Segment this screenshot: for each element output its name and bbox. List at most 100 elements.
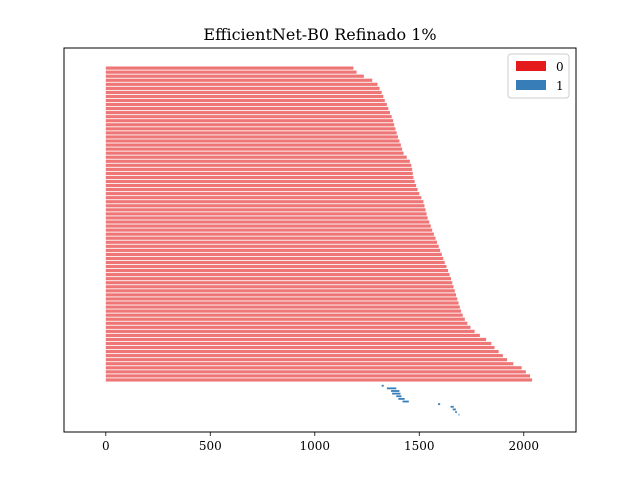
bar-series-0 (105, 256, 444, 261)
bar-series-0 (105, 329, 475, 333)
bar-series-0 (105, 131, 397, 135)
bar-series-0 (105, 216, 428, 220)
bar-series-0 (105, 285, 454, 289)
x-axis: 0 500 1000 1500 2000 (102, 432, 539, 453)
bar-series-0 (105, 228, 433, 232)
bar-series-0 (105, 82, 378, 86)
bar-series-0 (105, 224, 431, 228)
bar-series-1 (458, 413, 460, 416)
bar-series-1 (398, 397, 405, 400)
bar-series-0 (105, 301, 459, 305)
bar-series-0 (105, 151, 404, 155)
bar-series-0 (105, 200, 424, 204)
bar-series-0 (105, 244, 439, 248)
bar-series-0 (105, 252, 442, 256)
plot-frame (63, 47, 577, 433)
bar-series-0 (105, 321, 468, 325)
bar-series-1 (396, 395, 402, 398)
bar-series-0 (105, 188, 418, 192)
bar-series-0 (105, 313, 463, 317)
bar-series-0 (105, 325, 471, 329)
bar-series-0 (105, 337, 487, 342)
bar-series-0 (105, 74, 364, 78)
bar-series-0 (105, 208, 426, 212)
bar-series-0 (105, 309, 462, 313)
bar-series-0 (105, 354, 503, 358)
bar-series-0 (105, 70, 357, 74)
bar-series-0 (105, 277, 452, 281)
bar-series-0 (105, 107, 389, 111)
bar-series-0 (105, 111, 391, 115)
bar-series-0 (105, 86, 380, 90)
bar-series-0 (105, 123, 395, 127)
bar-series-0 (105, 78, 373, 82)
bar-series-1 (452, 408, 456, 411)
bar-series-0 (105, 192, 420, 196)
bar-series-0 (105, 260, 445, 265)
bar-series-1 (386, 387, 397, 390)
legend-swatch-1 (516, 80, 546, 90)
bar-series-0 (105, 370, 526, 374)
bar-series-0 (105, 196, 422, 200)
bar-series-0 (105, 147, 403, 151)
bar-series-0 (105, 175, 414, 180)
bar-series-0 (105, 350, 499, 354)
bar-series-1 (381, 384, 384, 387)
bar-series-0 (105, 135, 398, 139)
bar-series-0 (105, 269, 449, 273)
bar-series-0 (105, 143, 401, 147)
bar-series-0 (105, 281, 453, 285)
bar-series-0 (105, 94, 384, 99)
bar-series-0 (105, 171, 413, 175)
bar-series-0 (105, 293, 457, 297)
bar-series-0 (105, 159, 410, 163)
x-tick-label: 2000 (508, 439, 539, 453)
bar-series-1 (450, 405, 454, 408)
bar-series-0 (105, 378, 533, 382)
legend-label-1: 1 (556, 79, 564, 93)
legend: 0 1 (507, 53, 570, 99)
bar-series-0 (105, 66, 354, 70)
bar-series-0 (105, 102, 387, 107)
bar-series-0 (105, 183, 417, 188)
bar-series-1 (392, 392, 401, 395)
bar-series-0 (105, 358, 508, 362)
bar-series-0 (105, 273, 450, 277)
x-tick-label: 1500 (404, 439, 435, 453)
bar-series-1 (455, 411, 457, 413)
bar-series-0 (105, 264, 447, 269)
bar-series-0 (105, 341, 492, 346)
bar-series-0 (105, 297, 458, 301)
bar-series-0 (105, 115, 392, 119)
bar-series-0 (105, 374, 531, 378)
bar-series-0 (105, 212, 427, 216)
x-tick-label: 1000 (300, 439, 331, 453)
bar-series-0 (105, 362, 514, 366)
bar-series-0 (105, 232, 434, 236)
bar-series-0 (105, 119, 394, 123)
bar-series-0 (105, 305, 460, 309)
bar-series-0 (105, 345, 495, 350)
bar-series-1 (402, 400, 409, 403)
bar-series-0 (105, 127, 396, 131)
bar-series-0 (105, 163, 412, 167)
legend-swatch-0 (516, 61, 546, 71)
bar-series-0 (105, 333, 480, 337)
bar-series-0 (105, 179, 415, 184)
bar-series-0 (105, 248, 441, 252)
bar-series-0 (105, 139, 400, 143)
bar-series-1 (438, 403, 441, 406)
bar-series-0 (105, 90, 382, 94)
bar-series-1 (391, 390, 400, 392)
chart-title: EfficientNet-B0 Refinado 1% (203, 25, 436, 44)
bar-series-0 (105, 220, 430, 224)
x-tick-label: 500 (199, 439, 222, 453)
bar-series-0 (105, 240, 438, 244)
bar-series-0 (105, 366, 522, 370)
plot-area (105, 66, 533, 416)
x-tick-label: 0 (102, 439, 110, 453)
bar-series-0 (105, 167, 413, 171)
bar-series-0 (105, 204, 425, 208)
bar-series-0 (105, 155, 407, 159)
